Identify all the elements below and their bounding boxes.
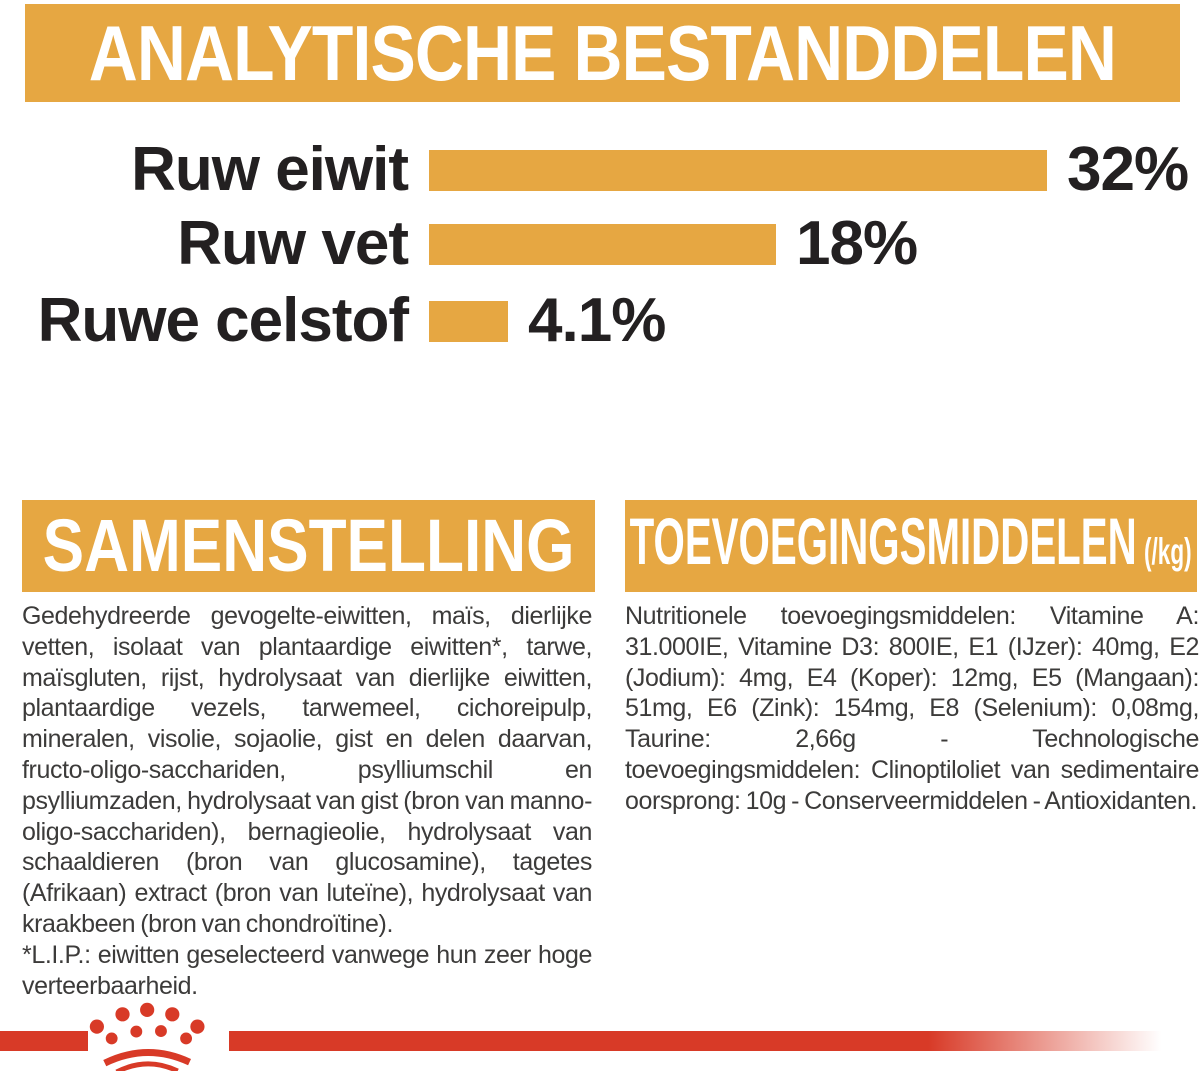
footer-stripe-right (229, 1031, 1200, 1051)
chart-value-label: 18% (796, 209, 918, 278)
chart-row: Ruw vet 18% (0, 213, 1200, 275)
additives-body: Nutritionele toevoegingsmiddelen: Vitami… (625, 602, 1199, 815)
chart-category-label: Ruw eiwit (131, 135, 409, 204)
composition-band: SAMENSTELLING (22, 500, 595, 592)
crown-dots (89, 1002, 205, 1045)
chart-bar (429, 149, 1047, 191)
additives-band: TOEVOEGINGSMIDDELEN (/kg) (625, 500, 1197, 592)
additives-text-column: Nutritionele toevoegingsmiddelen: Vitami… (625, 601, 1199, 817)
additives-title-wrap: TOEVOEGINGSMIDDELEN (/kg) (630, 508, 1192, 585)
composition-title: SAMENSTELLING (42, 504, 575, 587)
chart-row: Ruw eiwit 32% (0, 139, 1200, 201)
additives-title: TOEVOEGINGSMIDDELEN (630, 503, 1138, 578)
analytical-constituents-title: ANALYTISCHE BESTANDDELEN (88, 9, 1117, 97)
chart-value-label: 4.1% (528, 286, 666, 355)
chart-category-label: Ruwe celstof (37, 286, 409, 355)
chart-bar (429, 223, 776, 265)
composition-text-column: Gedehydreerde gevogelte-eiwitten, maïs, … (22, 601, 592, 1001)
analytical-constituents-band: ANALYTISCHE BESTANDDELEN (25, 4, 1180, 102)
chart-row: Ruwe celstof 4.1% (0, 290, 1200, 352)
footer-stripe-left (0, 1031, 88, 1051)
crown-arcs (103, 1049, 191, 1071)
chart-category-label: Ruw vet (177, 209, 409, 278)
chart-bar (429, 300, 508, 342)
additives-unit: (/kg) (1144, 530, 1192, 572)
chart-value-label: 32% (1067, 135, 1189, 204)
composition-body: Gedehydreerde gevogelte-eiwitten, maïs, … (22, 602, 592, 938)
royal-canin-crown-logo (89, 1002, 205, 1071)
composition-footnote: *L.I.P.: eiwitten geselecteerd vanwege h… (22, 940, 592, 1000)
